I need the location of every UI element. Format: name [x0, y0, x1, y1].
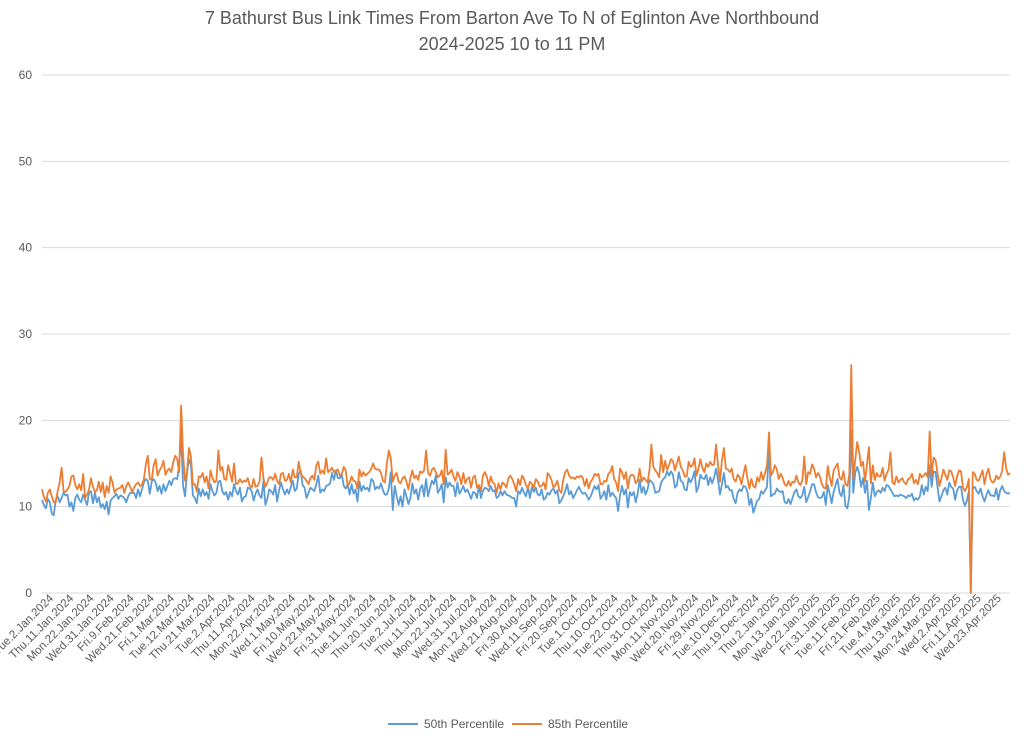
y-axis: 0 10 20 30 40 50 60 — [19, 68, 33, 600]
y-tick-label: 0 — [25, 586, 32, 600]
chart-title: 7 Bathurst Bus Link Times From Barton Av… — [204, 8, 820, 28]
series-line-50th — [41, 428, 1011, 594]
y-tick-label: 20 — [19, 413, 33, 427]
x-axis: Tue.2.Jan.2024Thu.11.Jan.2024Mon.22.Jan.… — [0, 592, 1004, 666]
legend: 50th Percentile 85th Percentile — [388, 717, 628, 731]
y-tick-label: 50 — [19, 154, 33, 168]
series-line-85th — [41, 364, 1011, 594]
gridlines — [42, 74, 1010, 594]
legend-label: 85th Percentile — [548, 717, 628, 731]
y-tick-label: 30 — [19, 327, 33, 341]
plot-area — [41, 364, 1011, 594]
y-tick-label: 40 — [19, 241, 33, 255]
y-tick-label: 10 — [19, 500, 33, 514]
y-tick-label: 60 — [19, 68, 33, 82]
chart-subtitle: 2024-2025 10 to 11 PM — [418, 34, 606, 54]
legend-label: 50th Percentile — [424, 717, 504, 731]
